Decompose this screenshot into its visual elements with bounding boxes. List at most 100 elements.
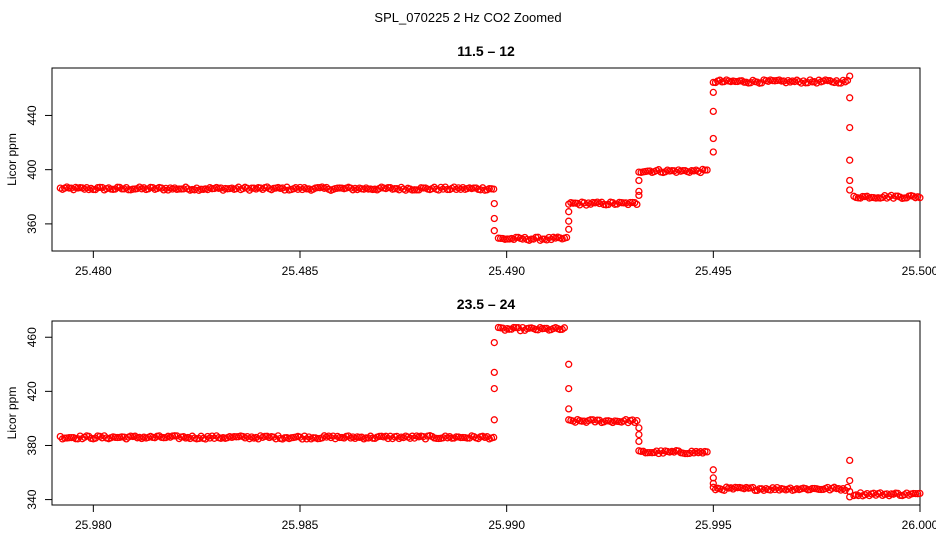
y-axis-label: Licor ppm	[5, 133, 19, 186]
plot-frame	[51, 320, 921, 506]
data-point	[916, 489, 924, 498]
data-point	[419, 184, 427, 192]
data-point	[565, 217, 573, 225]
data-point	[470, 184, 478, 192]
data-point	[626, 198, 634, 207]
data-point	[846, 72, 854, 80]
data-point	[846, 456, 854, 465]
x-tick-label: 25.490	[488, 264, 525, 278]
data-point	[505, 325, 514, 333]
figure-title: SPL_070225 2 Hz CO2 Zoomed	[374, 10, 561, 25]
y-tick-label: 420	[25, 381, 39, 401]
data-point	[512, 233, 520, 242]
data-point	[659, 449, 667, 457]
y-tick-label: 380	[25, 435, 39, 455]
data-point	[709, 148, 717, 156]
data-point	[296, 183, 304, 192]
data-point	[846, 176, 854, 185]
data-point	[382, 432, 390, 440]
data-point	[510, 235, 518, 244]
data-point	[565, 405, 573, 413]
data-point	[406, 434, 414, 442]
data-point	[534, 326, 542, 334]
panel-top: 11.5 – 12 25.480 25.485 25.490 25.495 25.500 3…	[5, 43, 936, 278]
data-point	[164, 186, 172, 194]
data-point	[490, 416, 498, 424]
data-point	[786, 484, 794, 492]
data-point	[565, 208, 573, 216]
x-tick-label: 25.980	[75, 518, 112, 532]
data-point	[709, 479, 717, 488]
data-point	[635, 176, 643, 185]
x-tick-label: 25.990	[488, 518, 525, 532]
data-point	[527, 235, 536, 243]
data-point	[635, 430, 643, 439]
data-point	[565, 225, 573, 233]
data-point	[490, 214, 498, 223]
data-point	[336, 433, 344, 442]
data-point	[318, 434, 326, 442]
data-point	[633, 417, 641, 425]
data-point	[208, 432, 216, 440]
y-tick-label: 460	[25, 327, 39, 347]
data-point	[490, 227, 498, 235]
data-point	[175, 185, 183, 193]
data-point	[624, 200, 632, 209]
data-point	[846, 476, 854, 485]
data-point	[490, 338, 498, 347]
data-point	[540, 324, 549, 333]
data-point	[560, 324, 569, 332]
data-point	[703, 448, 711, 456]
data-point	[217, 184, 225, 192]
data-point	[782, 79, 790, 87]
data-point	[547, 235, 555, 244]
x-tick-label: 25.480	[75, 264, 112, 278]
data-point	[562, 233, 571, 242]
data-point	[393, 432, 401, 441]
data-point	[846, 123, 854, 132]
data-point	[846, 186, 854, 194]
data-point	[415, 186, 423, 194]
data-point	[766, 486, 775, 494]
data-point	[731, 77, 739, 86]
data-point	[344, 432, 353, 440]
data-point	[709, 107, 717, 116]
panel-title: 23.5 – 24	[457, 296, 516, 312]
y-tick-label: 400	[25, 159, 39, 179]
panel-title: 11.5 – 12	[457, 43, 515, 59]
data-point	[709, 466, 717, 474]
y-tick-label: 340	[25, 489, 39, 509]
data-point	[633, 200, 641, 209]
data-point	[410, 434, 419, 442]
data-point	[565, 384, 573, 393]
data-point	[916, 194, 924, 202]
x-tick-label: 25.485	[282, 264, 319, 278]
data-point	[490, 185, 498, 193]
data-point	[709, 134, 717, 143]
data-point	[490, 433, 498, 442]
y-tick-label: 360	[25, 214, 39, 234]
data-point	[443, 185, 452, 194]
data-point	[490, 368, 498, 377]
data-point	[243, 432, 251, 441]
data-point	[384, 434, 392, 443]
data-point	[635, 437, 643, 446]
data-point	[193, 184, 201, 192]
data-point	[67, 433, 75, 442]
x-tick-label: 26.000	[902, 518, 936, 532]
data-points	[56, 323, 924, 501]
data-point	[703, 166, 711, 174]
data-point	[709, 88, 717, 97]
x-tick-label: 25.495	[695, 264, 732, 278]
panel-bottom: 23.5 – 24 25.980 25.985 25.990 25.995 26.000 3…	[5, 296, 936, 532]
x-tick-label: 25.500	[902, 264, 936, 278]
data-point	[846, 156, 854, 164]
data-point	[483, 433, 491, 441]
data-point	[808, 484, 816, 493]
y-tick-label: 440	[25, 105, 39, 125]
data-point	[490, 199, 498, 208]
data-point	[685, 449, 694, 458]
plot-frame	[51, 67, 921, 252]
data-point	[635, 187, 643, 196]
data-point	[635, 191, 643, 200]
